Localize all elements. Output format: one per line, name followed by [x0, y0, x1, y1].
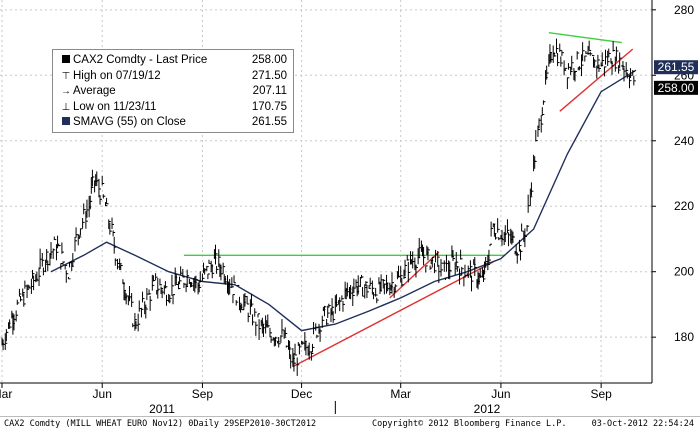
year-label: 2011: [149, 402, 175, 416]
legend-row-sma: SMAVG (55) on Close 261.55: [59, 115, 287, 131]
x-tick-label: Jun: [491, 387, 510, 401]
y-tick-label: 280: [674, 3, 694, 17]
y-tick-label: 200: [674, 265, 694, 279]
y-tick-label: 180: [674, 330, 694, 344]
x-tick-label: Sep: [590, 387, 612, 401]
x-tick-label: Mar: [390, 387, 411, 401]
x-tick-label: Jun: [93, 387, 112, 401]
support-trendline: [559, 48, 634, 112]
last-price-tag: [654, 80, 698, 95]
footer-copyright: Copyright© 2012 Bloomberg Finance L.P.: [372, 419, 567, 429]
legend-label: Low on 11/23/11: [73, 100, 157, 113]
legend-row-high: ⊤ High on 07/19/12 271.50: [59, 69, 287, 85]
footer-timestamp: 03-Oct-2012 22:54:24: [591, 419, 694, 429]
navy-square-icon: [59, 115, 73, 131]
sma-series: [50, 69, 637, 332]
legend-row-low: ⊥ Low on 11/23/11 170.75: [59, 100, 287, 116]
y-tick-label: 240: [674, 134, 694, 148]
legend-label: Average: [73, 85, 116, 97]
x-tick-label: Sep: [192, 387, 214, 401]
legend-box: CAX2 Comdty - Last Price 258.00 ⊤ High o…: [52, 49, 294, 133]
last-price-tag: [654, 60, 698, 75]
legend-row-average: → Average 207.11: [59, 84, 287, 100]
legend-value: 170.75: [251, 100, 287, 113]
legend-label: High on 07/19/12: [73, 69, 161, 82]
legend-value: 261.55: [251, 116, 287, 128]
footer-bar: CAX2 Comdty (MILL WHEAT EURO Nov12) 0Dai…: [0, 416, 700, 432]
black-square-icon: [59, 53, 73, 69]
low-marker-icon: ⊥: [61, 101, 71, 113]
x-tick-label: Dec: [291, 387, 312, 401]
legend-label: CAX2 Comdty - Last Price: [73, 54, 208, 66]
axes: 180200220240260280MarJunSepDecMarJunSep2…: [0, 0, 694, 416]
gridlines: [0, 0, 652, 383]
high-marker-icon: ⊤: [61, 70, 71, 82]
price-series: [1, 38, 636, 376]
legend-value: 271.50: [251, 69, 287, 82]
resistance-trendline: [548, 32, 622, 44]
sma-line: [50, 69, 637, 332]
legend-label: SMAVG (55) on Close: [73, 116, 186, 128]
legend-value: 258.00: [251, 54, 287, 66]
last-price-tag-label: 261.55: [658, 60, 695, 74]
average-marker-icon: →: [61, 86, 71, 97]
x-tick-label: Mar: [0, 387, 12, 401]
footer-source: CAX2 Comdty (MILL WHEAT EURO Nov12) 0Dai…: [4, 419, 317, 429]
support-trendline: [389, 251, 440, 299]
last-price-tag-label: 258.00: [658, 81, 695, 95]
legend-row-last-price: CAX2 Comdty - Last Price 258.00: [59, 53, 287, 69]
legend-value: 207.11: [252, 85, 287, 97]
last-price-tags: 261.55 258.00: [654, 60, 698, 95]
year-label: 2012: [474, 402, 501, 416]
y-tick-label: 220: [674, 199, 694, 213]
